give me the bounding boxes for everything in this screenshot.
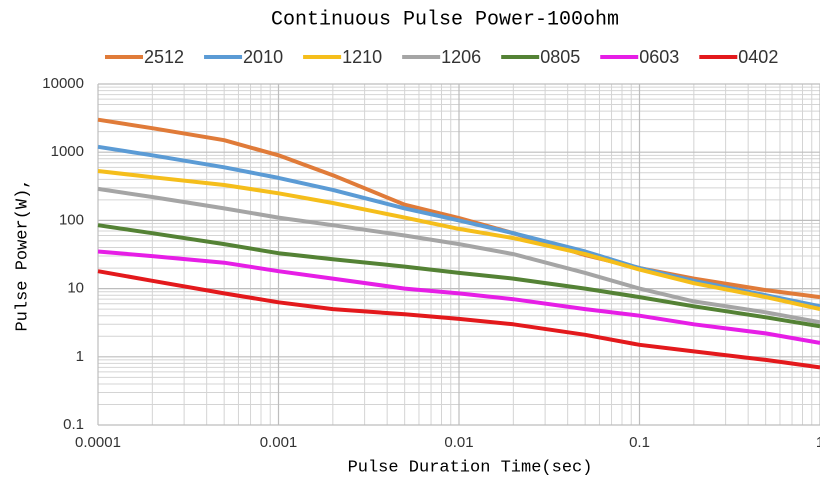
x-tick-label: 1 bbox=[816, 434, 820, 451]
legend-label: 0603 bbox=[639, 47, 679, 67]
y-tick-label: 10 bbox=[67, 280, 84, 297]
series-line bbox=[97, 223, 820, 329]
x-tick-label: 0.01 bbox=[444, 434, 473, 451]
series-line bbox=[97, 269, 820, 370]
chart-title: Continuous Pulse Power-100ohm bbox=[271, 8, 619, 31]
legend-label: 0402 bbox=[738, 47, 778, 67]
series-line bbox=[97, 144, 820, 309]
y-tick-label: 1 bbox=[76, 348, 84, 365]
y-tick-label: 100 bbox=[59, 211, 84, 228]
series-line bbox=[97, 186, 820, 325]
legend-label: 2512 bbox=[144, 47, 184, 67]
legend-label: 2010 bbox=[243, 47, 283, 67]
y-tick-label: 1000 bbox=[51, 143, 84, 160]
y-axis-label: Pulse Power(W), bbox=[13, 178, 32, 331]
series-line bbox=[97, 169, 820, 312]
y-tick-label: 10000 bbox=[42, 75, 84, 92]
legend-label: 1206 bbox=[441, 47, 481, 67]
x-tick-label: 0.1 bbox=[629, 434, 650, 451]
x-tick-label: 0.0001 bbox=[75, 434, 121, 451]
y-tick-label: 0.1 bbox=[63, 416, 84, 433]
x-axis-label: Pulse Duration Time(sec) bbox=[348, 458, 593, 477]
x-tick-label: 0.001 bbox=[260, 434, 298, 451]
series-line bbox=[97, 249, 820, 345]
series-line bbox=[97, 117, 820, 300]
legend-label: 0805 bbox=[540, 47, 580, 67]
legend-label: 1210 bbox=[342, 47, 382, 67]
